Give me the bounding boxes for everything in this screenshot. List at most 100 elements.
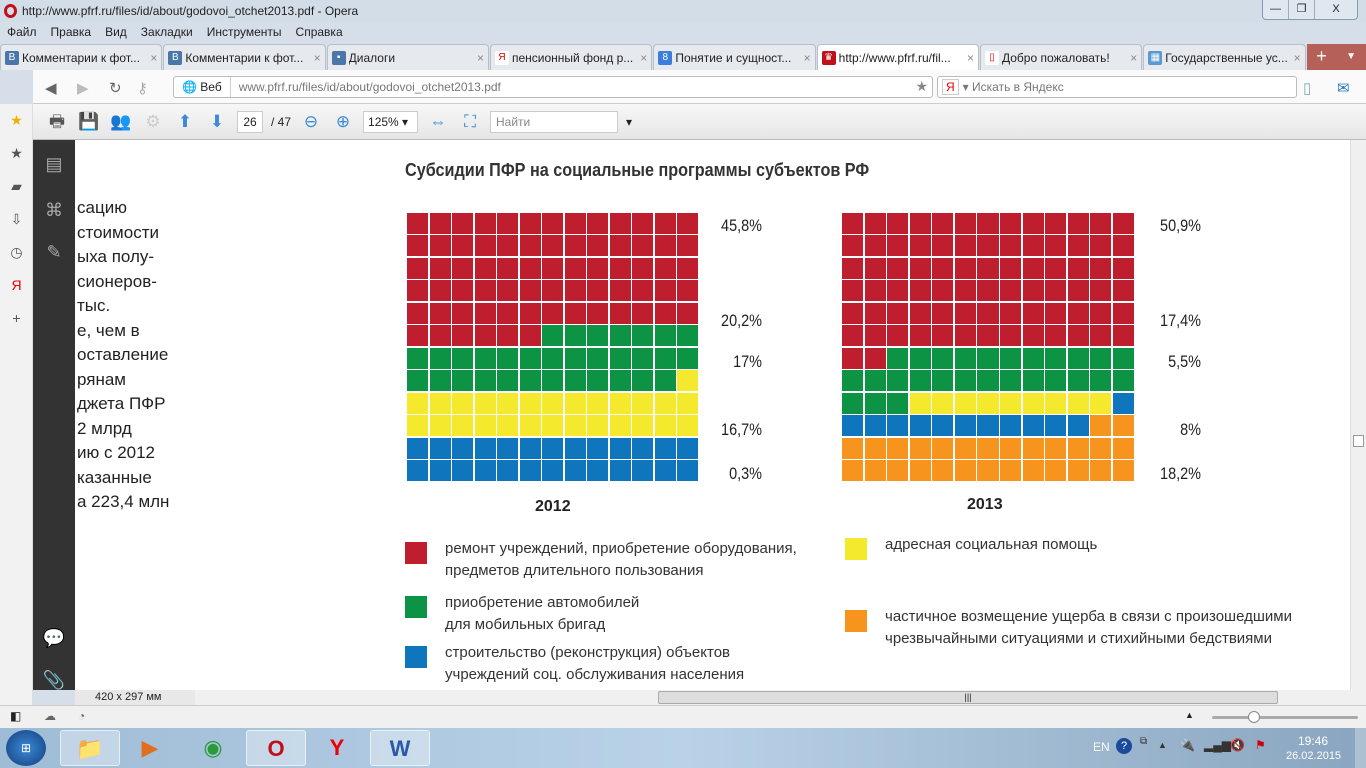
show-desktop-button[interactable]	[1355, 728, 1366, 768]
page-number-input[interactable]: 26	[237, 110, 263, 133]
opera-taskbar-icon[interactable]: O	[246, 730, 306, 766]
language-bar-icon[interactable]: ⧉	[1140, 736, 1148, 747]
restore-button[interactable]: ❐	[1289, 0, 1315, 19]
vertical-scrollbar[interactable]	[1350, 140, 1366, 690]
new-tab-button[interactable]: +	[1306, 44, 1337, 70]
find-dropdown-icon[interactable]: ▾	[626, 114, 633, 129]
chrome-taskbar-icon[interactable]: ◉	[203, 735, 223, 760]
forward-button[interactable]: ▶	[77, 80, 89, 97]
tab-close-button[interactable]: ×	[966, 50, 974, 65]
reload-button[interactable]: ↻	[109, 80, 122, 97]
horizontal-scroll-thumb[interactable]: |||	[658, 691, 1278, 704]
bookmarks-icon[interactable]: ★	[10, 145, 23, 161]
menu-help[interactable]: Справка	[295, 25, 343, 39]
volume-muted-icon[interactable]: 🔇	[1230, 738, 1245, 752]
menu-view[interactable]: Вид	[105, 25, 127, 39]
prev-page-button[interactable]: ⬆	[177, 111, 193, 131]
bookmark-star-icon[interactable]: ★	[915, 78, 928, 94]
tab-5[interactable]: ♛ http://www.pfrf.ru/fil... ×	[816, 44, 979, 70]
help-icon[interactable]: ?	[1116, 738, 1132, 754]
start-button[interactable]: ⊞	[6, 730, 46, 766]
explorer-taskbar-icon[interactable]: 📁	[60, 730, 120, 766]
tab-close-button[interactable]: ×	[476, 50, 484, 65]
find-input[interactable]: Найти	[490, 110, 619, 133]
tab-1[interactable]: B Комментарии к фот... ×	[163, 44, 326, 70]
back-button[interactable]: ◀	[45, 80, 57, 97]
attachments-icon[interactable]: 📎	[42, 670, 66, 690]
language-indicator[interactable]: EN	[1093, 740, 1110, 754]
zoom-select[interactable]: 125% ▾	[363, 110, 419, 133]
waffle-cell-2012-s0	[542, 235, 563, 257]
vertical-scroll-thumb[interactable]	[1353, 435, 1364, 447]
notes-icon[interactable]: ▰	[11, 178, 22, 194]
legend-text: чрезвычайными ситуациями и стихийными бе…	[885, 630, 1272, 647]
next-page-button[interactable]: ⬇	[209, 111, 225, 131]
tab-close-button[interactable]: ×	[1130, 50, 1138, 65]
tab-close-button[interactable]: ×	[640, 50, 648, 65]
tab-close-button[interactable]: ×	[1293, 50, 1301, 65]
waffle-cell-2012-s0	[609, 257, 631, 279]
close-button[interactable]: X	[1332, 3, 1340, 15]
reader-icon[interactable]: ▯	[1303, 80, 1312, 97]
zoom-slider[interactable]	[1212, 711, 1358, 723]
find-binoculars-icon[interactable]: ⌘	[45, 200, 63, 220]
zoom-out-button[interactable]: ⊖	[303, 111, 319, 131]
search-input[interactable]: Я ▾ Искать в Яндекс	[937, 76, 1297, 98]
key-icon[interactable]: ⚷	[137, 80, 148, 97]
tab-6[interactable]: ▯ Добро пожаловать! ×	[979, 44, 1143, 70]
tab-close-button[interactable]: ×	[803, 50, 811, 65]
media-player-taskbar-icon[interactable]: ▶	[141, 735, 159, 760]
print-icon[interactable]: 🖶	[48, 111, 66, 131]
mail-icon[interactable]: ✉	[1337, 80, 1350, 97]
save-icon[interactable]: 💾	[78, 111, 100, 131]
panel-toggle-icon[interactable]: ◧	[10, 709, 22, 723]
network-icon[interactable]: ▂▄▆	[1204, 738, 1231, 752]
tab-4[interactable]: 8 Понятие и сущност... ×	[653, 44, 816, 70]
menu-edit[interactable]: Правка	[50, 25, 92, 39]
web-badge[interactable]: 🌐 Веб	[174, 77, 231, 97]
tab-close-button[interactable]: ×	[150, 50, 158, 65]
zoom-in-button[interactable]: ⊕	[335, 111, 351, 131]
share-icon[interactable]: 👥▾	[110, 111, 132, 155]
web-tools-icon[interactable]: ⚙	[145, 111, 161, 131]
waffle-cell-2012-s0	[407, 280, 428, 302]
downloads-icon[interactable]: ⇩	[10, 211, 23, 227]
add-panel-icon[interactable]: +	[12, 310, 21, 326]
tab-2[interactable]: ▪ Диалоги ×	[326, 44, 489, 70]
waffle-cell-2012-s0	[519, 257, 541, 279]
tab-menu-button[interactable]: ▼	[1336, 44, 1366, 70]
signature-icon[interactable]: ✎	[46, 242, 62, 262]
fit-page-icon[interactable]: ⛶	[464, 111, 476, 131]
view-bar-toggle-icon[interactable]: ▲	[1185, 710, 1194, 720]
yandex-browser-taskbar-icon[interactable]: Y	[329, 735, 345, 760]
zoom-slider-thumb[interactable]	[1248, 711, 1260, 723]
pages-icon[interactable]: ▤	[45, 154, 63, 174]
comments-icon[interactable]: 💬	[42, 628, 66, 648]
history-icon[interactable]: ◷	[10, 244, 23, 260]
minimize-button[interactable]: —	[1263, 0, 1289, 19]
menu-bookmarks[interactable]: Закладки	[140, 25, 193, 39]
action-center-icon[interactable]: ⚑	[1255, 738, 1266, 752]
waffle-cell-2012-s0	[407, 235, 428, 257]
waffle-cell-2012-s1	[519, 370, 541, 392]
tab-0[interactable]: B Комментарии к фот... ×	[0, 44, 163, 70]
opera-side-panel: ★ ★ ▰ ⇩ ◷ Я +	[0, 104, 33, 705]
address-field[interactable]: 🌐 Веб www.pfrf.ru/files/id/about/godovoi…	[173, 76, 933, 98]
menu-file[interactable]: Файл	[7, 25, 37, 39]
tab-close-button[interactable]: ×	[313, 50, 321, 65]
power-icon[interactable]: 🔌	[1180, 738, 1195, 752]
fit-width-icon[interactable]: ⇔	[429, 111, 447, 131]
show-hidden-icons[interactable]: ▲	[1158, 740, 1167, 750]
menu-tools[interactable]: Инструменты	[206, 25, 282, 39]
turbo-icon[interactable]: ◔	[78, 709, 86, 723]
tab-7[interactable]: ▦ Государственные ус... ×	[1143, 44, 1306, 70]
speed-dial-star-icon[interactable]: ★	[10, 112, 23, 128]
waffle-cell-2013-s4	[1112, 460, 1134, 481]
yandex-panel-icon[interactable]: Я	[11, 277, 22, 293]
horizontal-scrollbar[interactable]: |||	[75, 690, 1366, 705]
word-taskbar-icon[interactable]: W	[370, 730, 430, 766]
clock-date[interactable]: 26.02.2015	[1286, 750, 1342, 762]
cloud-icon[interactable]: ☁	[44, 709, 56, 723]
clock-time[interactable]: 19:46	[1298, 734, 1329, 748]
